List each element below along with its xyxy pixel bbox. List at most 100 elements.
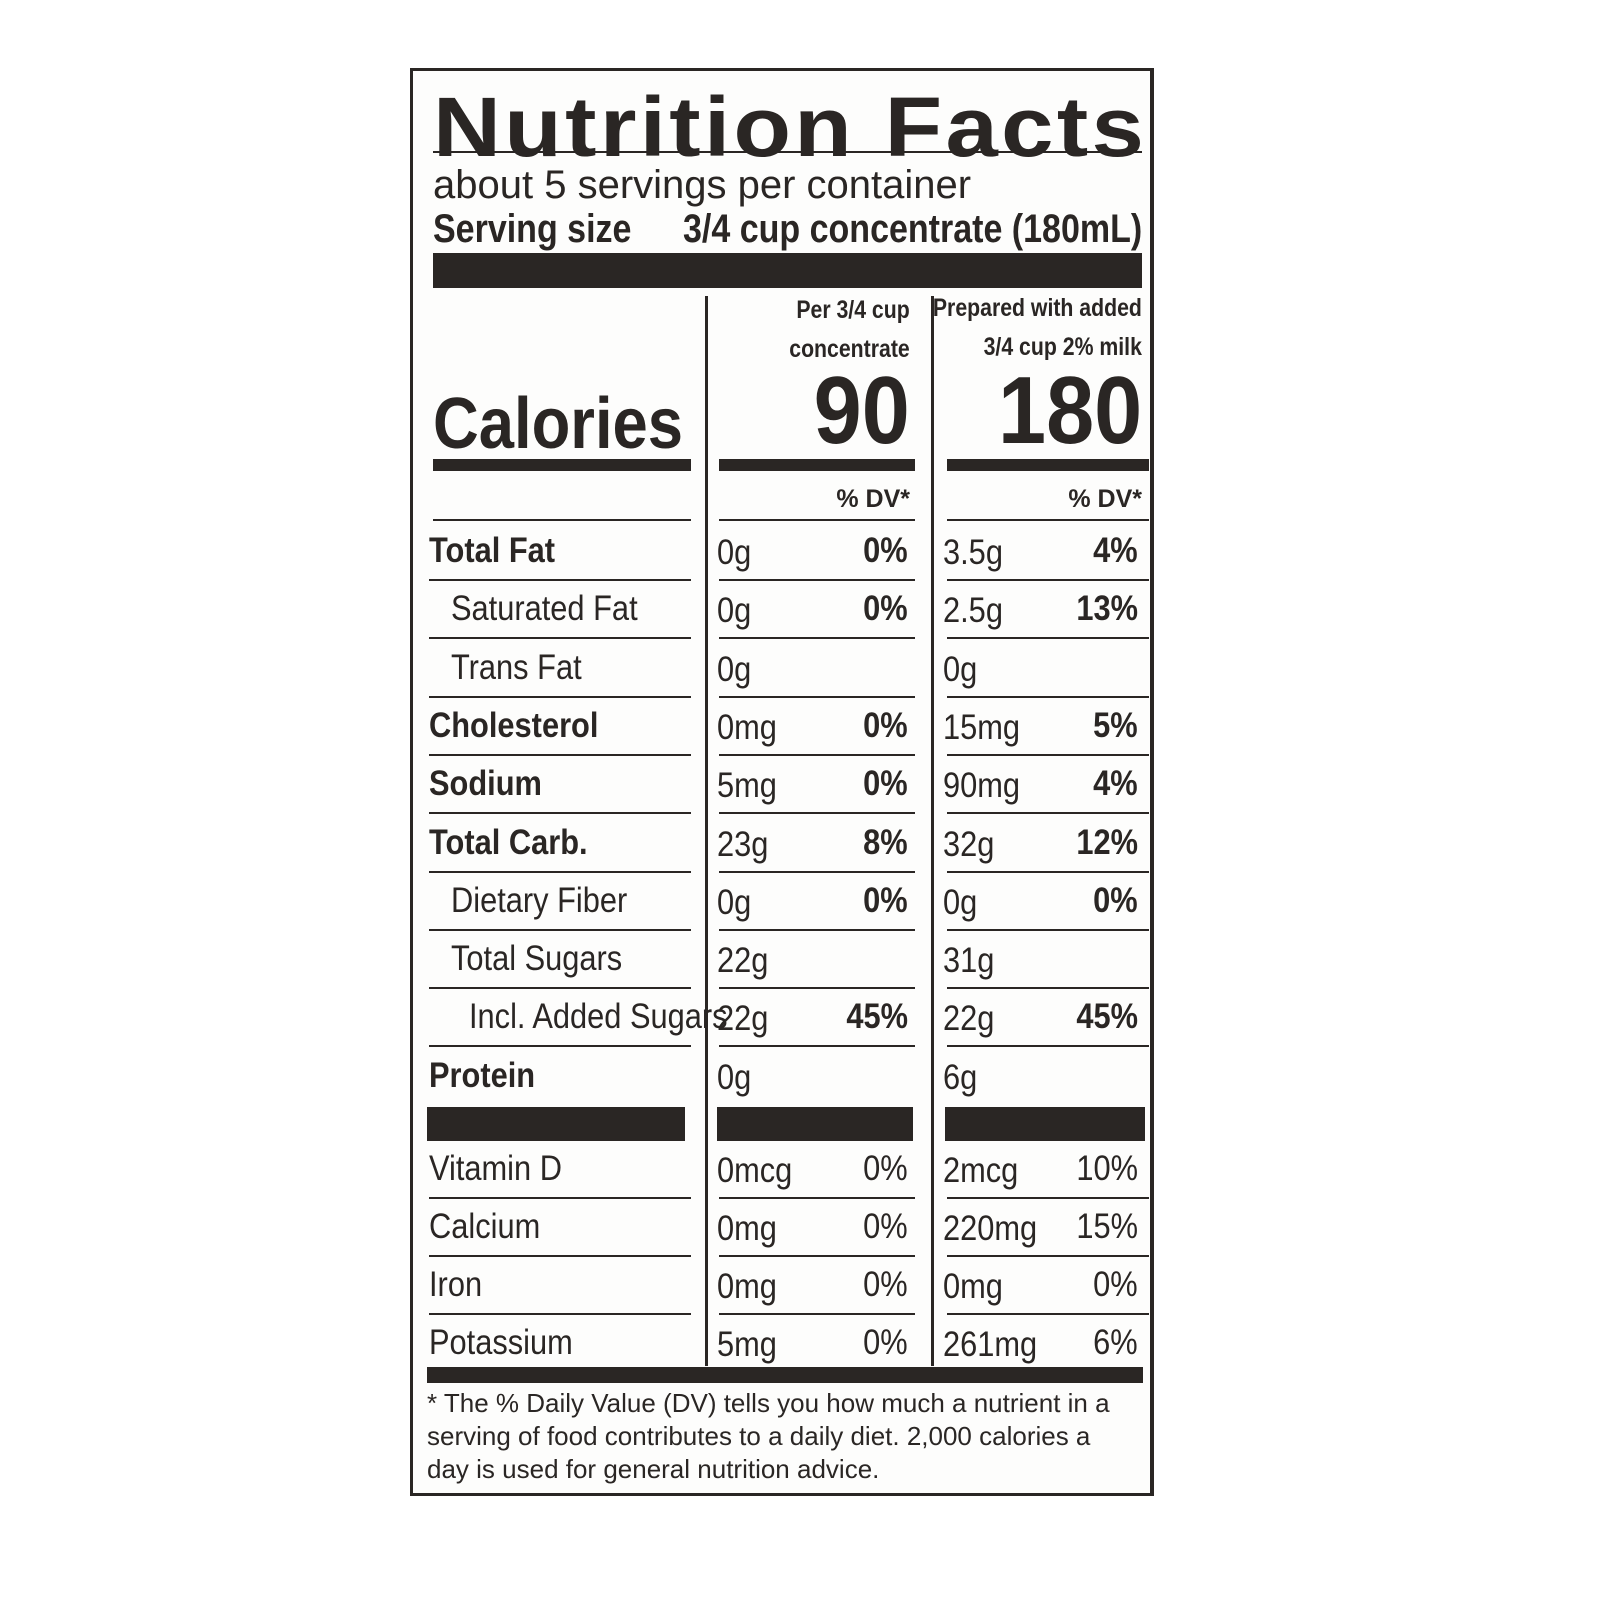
col1-amount: 22g (717, 999, 769, 1039)
col1-dv: 0% (863, 531, 908, 570)
calories-label: Calories (433, 384, 684, 464)
row-divider (719, 695, 915, 698)
col2-amount: 261mg (943, 1325, 1038, 1364)
col1-amount: 23g (717, 824, 769, 864)
col2-amount: 31g (943, 941, 995, 981)
col2-header: Prepared with added 3/4 cup 2% milk (933, 289, 1142, 367)
col1-amount: 0mg (717, 1267, 777, 1306)
nutrient-row: Incl. Added Sugars 22g 45% 22g 45% (413, 989, 1150, 1047)
row-divider (429, 579, 691, 581)
nutrient-row: Total Fat 0g 0% 3.5g 4% (413, 523, 1150, 581)
nutrient-row: Calcium 0mg 0% 220mg 15% (413, 1199, 1150, 1257)
col1-dv-header: % DV* (836, 485, 910, 513)
col2-dv: 45% (1076, 997, 1138, 1037)
nutrient-row: Iron 0mg 0% 0mg 0% (413, 1257, 1150, 1315)
col2-header-line1: Prepared with added (932, 294, 1142, 322)
col2-dv: 10% (1076, 1149, 1138, 1188)
vitamin-bar (945, 1107, 1145, 1141)
col2-amount: 15mg (943, 707, 1021, 747)
col2-amount: 0mg (943, 1267, 1003, 1306)
nutrient-name: Protein (429, 1055, 536, 1095)
col2-amount: 6g (943, 1057, 978, 1097)
col2-dv: 12% (1076, 822, 1138, 862)
row-divider (947, 1197, 1149, 1199)
col2-amount: 3.5g (943, 533, 1003, 572)
row-divider (947, 870, 1149, 873)
vitamin-bar (717, 1107, 913, 1141)
footnote: * The % Daily Value (DV) tells you how m… (427, 1388, 1110, 1484)
nutrient-name: Dietary Fiber (451, 880, 628, 920)
col1-amount: 0g (717, 591, 752, 631)
row-divider (719, 579, 915, 581)
row-divider (719, 1255, 915, 1257)
col2-amount: 0g (943, 649, 978, 689)
row-divider (947, 1255, 1149, 1257)
row-divider (429, 870, 691, 873)
col1-amount: 0mcg (717, 1151, 793, 1190)
col2-dv: 13% (1076, 589, 1138, 629)
row-divider (719, 928, 915, 931)
label-title: Nutrition Facts (433, 80, 1148, 174)
nutrient-name: Potassium (429, 1323, 573, 1362)
serving-size-value: 3/4 cup concentrate (180mL) (682, 207, 1142, 251)
row-divider (429, 1313, 691, 1315)
col1-dv: 8% (863, 822, 908, 862)
col2-dv: 4% (1093, 531, 1138, 570)
row-divider (719, 1045, 915, 1048)
nutrient-name: Saturated Fat (451, 589, 638, 629)
nutrient-name: Total Sugars (451, 939, 623, 979)
row-divider (947, 579, 1149, 581)
col1-amount: 0g (717, 649, 752, 689)
nutrient-row: Cholesterol 0mg 0% 15mg 5% (413, 698, 1150, 756)
footnote-bar (427, 1367, 1143, 1383)
row-divider (947, 812, 1149, 815)
nutrient-name: Incl. Added Sugars (469, 997, 728, 1037)
col1-amount: 0g (717, 533, 752, 572)
col2-calories: 180 (997, 357, 1142, 464)
col1-dv: 0% (863, 880, 908, 920)
calories-bar (719, 459, 915, 471)
nutrient-row: Vitamin D 0mcg 0% 2mcg 10% (413, 1141, 1150, 1199)
nutrient-row: Sodium 5mg 0% 90mg 4% (413, 756, 1150, 814)
col2-amount: 220mg (943, 1209, 1038, 1248)
row-divider (719, 519, 915, 521)
row-divider (429, 1045, 691, 1048)
column-divider (931, 296, 934, 1366)
col1-amount: 0mg (717, 707, 777, 747)
nutrient-name: Trans Fat (451, 647, 582, 687)
row-divider (947, 519, 1149, 521)
col1-dv: 0% (863, 589, 908, 629)
col1-header-line1: Per 3/4 cup (796, 296, 910, 324)
nutrient-row: Protein 0g 6g (413, 1048, 1150, 1106)
col2-amount: 32g (943, 824, 995, 864)
nutrient-row: Saturated Fat 0g 0% 2.5g 13% (413, 581, 1150, 639)
col1-amount: 0g (717, 882, 752, 922)
col2-dv: 15% (1076, 1207, 1138, 1246)
col1-header: Per 3/4 cup concentrate (790, 291, 910, 369)
nutrient-row: Potassium 5mg 0% 261mg 6% (413, 1315, 1150, 1373)
row-divider (719, 870, 915, 873)
col1-dv: 0% (863, 1207, 908, 1246)
col2-dv: 0% (1093, 1265, 1138, 1304)
col1-amount: 22g (717, 941, 769, 981)
serving-size-label: Serving size (433, 207, 632, 251)
row-divider (719, 753, 915, 756)
nutrient-name: Total Fat (429, 531, 556, 570)
vitamin-bar (427, 1107, 685, 1141)
col2-dv: 6% (1093, 1323, 1138, 1362)
nutrient-row: Total Sugars 22g 31g (413, 931, 1150, 989)
row-divider (719, 812, 915, 815)
row-divider (947, 987, 1149, 990)
nutrient-row: Trans Fat 0g 0g (413, 640, 1150, 698)
row-divider (719, 987, 915, 990)
nutrient-row: Dietary Fiber 0g 0% 0g 0% (413, 873, 1150, 931)
row-divider (719, 1197, 915, 1199)
row-divider (947, 1313, 1149, 1315)
col2-amount: 22g (943, 999, 995, 1039)
col1-header-line2: concentrate (789, 335, 910, 363)
col1-amount: 5mg (717, 1325, 777, 1364)
col2-dv: 5% (1093, 705, 1138, 745)
col2-amount: 2mcg (943, 1151, 1019, 1190)
calories-bar (433, 459, 691, 471)
row-divider (947, 1045, 1149, 1048)
